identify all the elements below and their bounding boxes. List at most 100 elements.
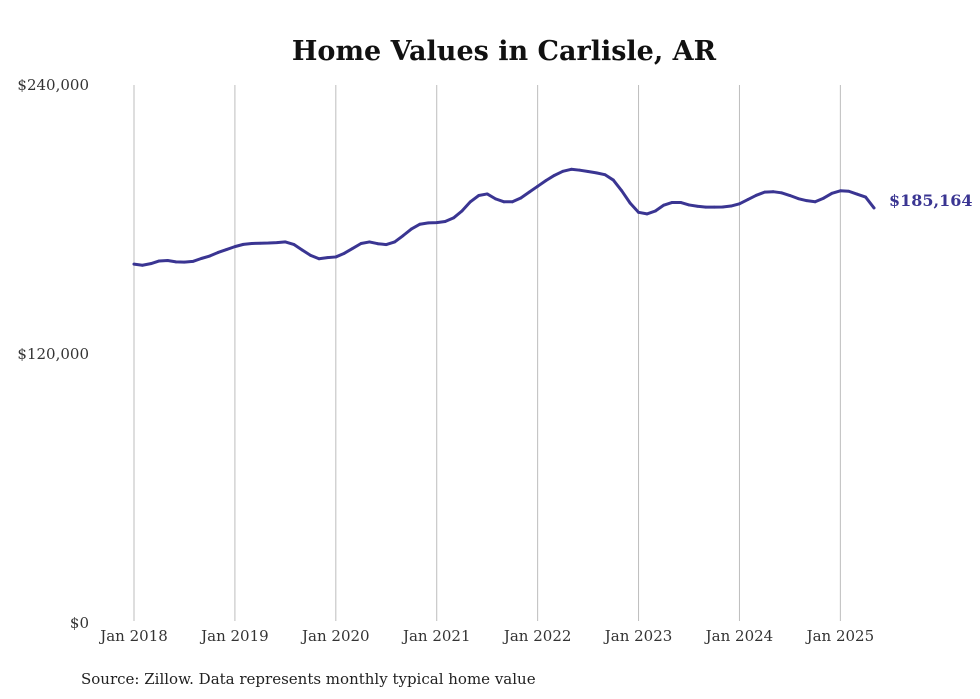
data-point: [300, 248, 304, 252]
data-point: [838, 189, 842, 193]
data-point: [166, 259, 170, 262]
data-point: [351, 247, 355, 250]
data-point: [342, 251, 346, 255]
series-line: [132, 167, 876, 267]
data-point: [527, 190, 531, 194]
data-point: [813, 200, 817, 204]
x-tick-label: Jan 2019: [199, 627, 269, 645]
data-point: [183, 260, 186, 264]
data-point: [191, 260, 195, 263]
data-point: [477, 194, 481, 197]
data-point: [393, 240, 397, 244]
data-point: [872, 206, 876, 210]
data-point: [426, 221, 430, 225]
data-point: [561, 169, 565, 173]
data-point: [544, 179, 548, 182]
data-point: [384, 243, 388, 247]
data-point: [864, 195, 867, 199]
data-point: [796, 197, 800, 201]
data-point: [141, 263, 144, 267]
x-tick-label: Jan 2023: [603, 627, 673, 645]
data-point: [847, 189, 851, 193]
data-point: [317, 257, 321, 261]
data-point: [788, 194, 792, 197]
data-point: [443, 220, 447, 223]
data-point: [569, 167, 573, 171]
data-point: [334, 255, 338, 259]
x-axis: Jan 2018 Jan 2019 Jan 2020 Jan 2021 Jan 2022…: [98, 627, 874, 645]
data-point: [418, 222, 422, 226]
data-point: [822, 196, 825, 200]
data-point: [216, 251, 220, 254]
data-point: [292, 242, 296, 246]
data-point: [595, 171, 598, 175]
x-tick-label: Jan 2018: [98, 627, 168, 645]
data-point: [679, 201, 682, 204]
data-point: [662, 203, 666, 207]
x-tick-label: Jan 2021: [401, 627, 471, 645]
chart-title: Home Values in Carlisle, AR: [292, 36, 717, 67]
y-axis: $0 $120,000 $240,000: [17, 76, 89, 632]
data-point: [696, 204, 699, 208]
data-point: [721, 205, 725, 209]
y-tick-label: $120,000: [17, 345, 89, 363]
data-point: [754, 193, 758, 197]
data-point: [468, 200, 472, 204]
data-point: [746, 198, 750, 201]
data-point: [275, 241, 279, 244]
data-point: [199, 257, 203, 260]
data-point: [553, 173, 556, 177]
x-tick-label: Jan 2020: [300, 627, 370, 645]
data-point: [502, 200, 506, 204]
data-point: [208, 254, 212, 258]
data-point: [241, 242, 245, 246]
data-point: [225, 248, 228, 251]
latest-value-label: $185,164: [889, 191, 973, 210]
data-point: [157, 259, 161, 263]
vertical-gridlines: [133, 85, 841, 621]
data-point: [603, 173, 607, 177]
data-point: [620, 189, 624, 193]
data-point: [250, 242, 254, 245]
source-note: Source: Zillow. Data represents monthly …: [81, 670, 536, 688]
data-point: [729, 204, 733, 208]
data-point: [233, 245, 237, 249]
data-point: [494, 197, 497, 201]
data-point: [460, 209, 464, 213]
data-point: [435, 221, 439, 225]
data-point: [578, 168, 582, 172]
data-point: [628, 201, 632, 205]
data-point: [511, 200, 514, 204]
data-point: [670, 201, 674, 204]
data-point: [132, 262, 136, 266]
data-point: [326, 256, 329, 260]
data-point: [738, 202, 741, 206]
x-tick-label: Jan 2024: [704, 627, 774, 645]
data-point: [712, 205, 716, 209]
data-point: [771, 190, 775, 194]
data-point: [653, 209, 657, 213]
data-point: [376, 242, 380, 246]
data-point: [611, 178, 615, 182]
data-point: [309, 253, 312, 257]
data-point: [704, 205, 708, 209]
data-point: [519, 196, 523, 200]
data-point: [401, 234, 405, 238]
data-point: [485, 192, 489, 196]
data-point: [452, 216, 455, 220]
y-tick-label: $0: [70, 614, 89, 632]
data-point: [763, 190, 767, 194]
data-point: [536, 184, 540, 188]
data-point: [687, 203, 691, 207]
data-point: [586, 170, 590, 173]
data-point: [855, 192, 859, 196]
data-point: [805, 199, 809, 203]
data-point: [149, 262, 153, 266]
data-point: [645, 212, 649, 216]
data-point: [283, 240, 287, 244]
data-point: [637, 210, 640, 214]
x-tick-label: Jan 2022: [502, 627, 572, 645]
data-point: [368, 240, 371, 244]
x-tick-label: Jan 2025: [805, 627, 875, 645]
